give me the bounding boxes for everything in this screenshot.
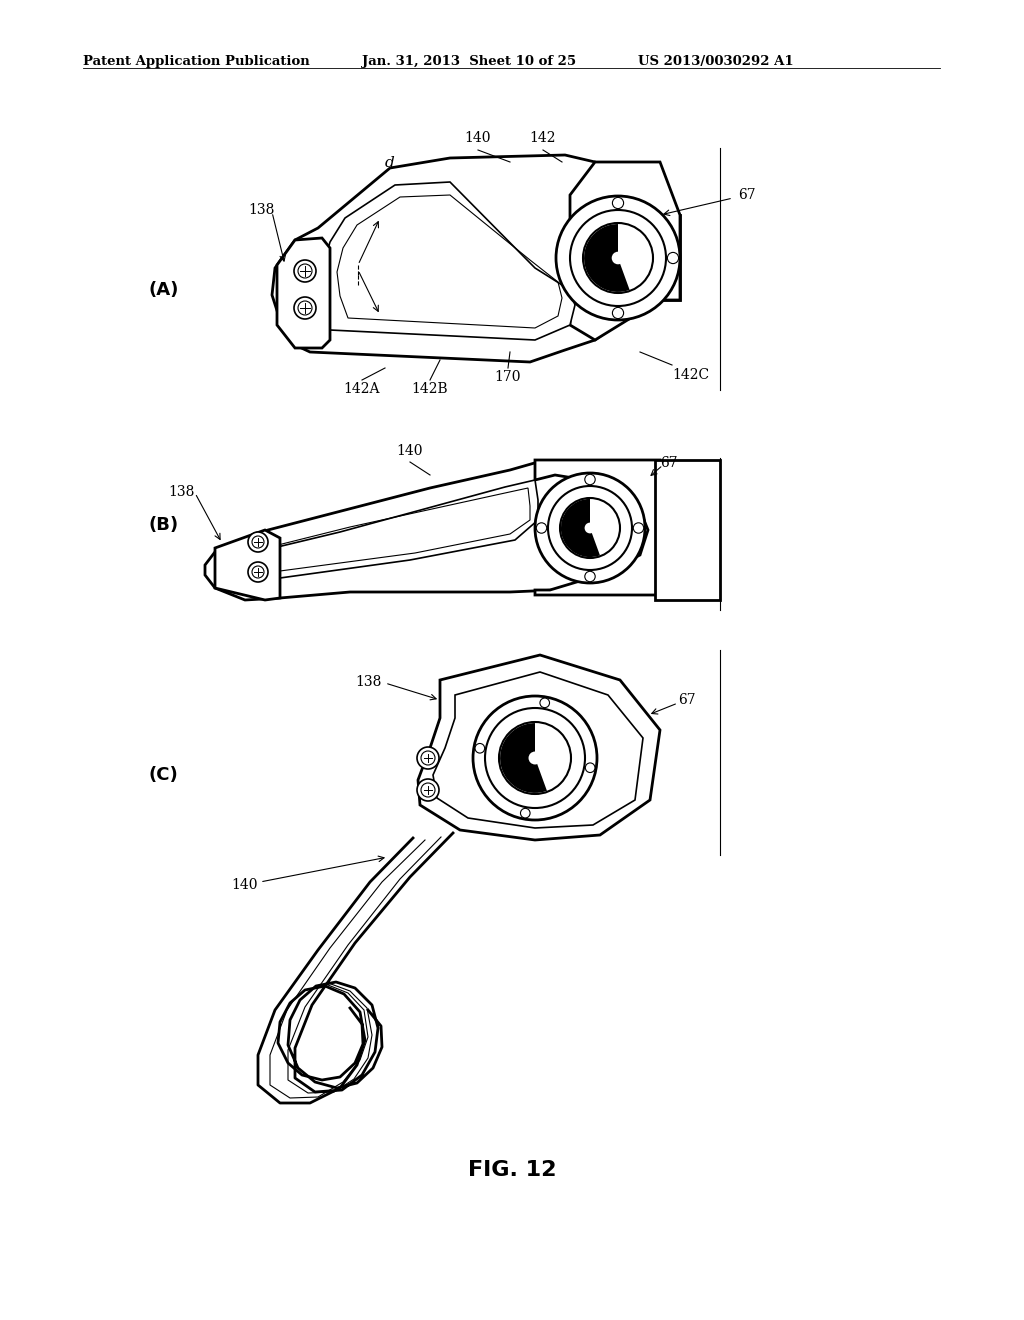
Polygon shape [258, 833, 453, 1104]
Circle shape [548, 486, 632, 570]
Circle shape [537, 523, 547, 533]
Text: 138: 138 [169, 484, 195, 499]
Circle shape [252, 536, 264, 548]
Text: 142B: 142B [412, 381, 449, 396]
Circle shape [298, 264, 312, 279]
Circle shape [528, 751, 542, 764]
Circle shape [570, 210, 666, 306]
Circle shape [556, 195, 680, 319]
Polygon shape [272, 154, 675, 362]
Polygon shape [418, 655, 660, 840]
Polygon shape [535, 459, 660, 595]
Wedge shape [500, 723, 547, 793]
Text: 67: 67 [678, 693, 695, 708]
Circle shape [585, 523, 595, 533]
Polygon shape [278, 238, 330, 348]
Circle shape [611, 252, 625, 264]
Text: 142A: 142A [344, 381, 380, 396]
Text: 140: 140 [396, 444, 423, 458]
Text: 142C: 142C [672, 368, 710, 381]
Circle shape [520, 808, 530, 818]
Circle shape [417, 747, 439, 770]
Text: d: d [385, 156, 395, 170]
Text: US 2013/0030292 A1: US 2013/0030292 A1 [638, 55, 794, 69]
Circle shape [421, 751, 435, 766]
Text: 138: 138 [249, 203, 275, 216]
Circle shape [475, 743, 484, 754]
Circle shape [540, 698, 550, 708]
Circle shape [252, 566, 264, 578]
Circle shape [583, 223, 653, 293]
Text: (B): (B) [148, 516, 178, 535]
Wedge shape [561, 499, 600, 557]
Text: FIG. 12: FIG. 12 [468, 1160, 556, 1180]
Circle shape [585, 572, 595, 582]
Text: (A): (A) [148, 281, 178, 300]
Text: 138: 138 [355, 675, 382, 689]
Circle shape [633, 523, 644, 533]
Polygon shape [234, 480, 538, 582]
Circle shape [586, 763, 595, 772]
Polygon shape [655, 459, 720, 601]
Wedge shape [584, 224, 630, 292]
Circle shape [421, 783, 435, 797]
Polygon shape [570, 162, 680, 341]
Circle shape [585, 474, 595, 484]
Text: 140: 140 [231, 878, 258, 892]
Circle shape [248, 532, 268, 552]
Text: 140: 140 [465, 131, 492, 145]
Text: 67: 67 [660, 455, 678, 470]
Polygon shape [215, 531, 280, 601]
Circle shape [248, 562, 268, 582]
Polygon shape [660, 215, 680, 300]
Circle shape [499, 722, 571, 795]
Circle shape [294, 297, 316, 319]
Circle shape [473, 696, 597, 820]
Circle shape [560, 498, 620, 558]
Polygon shape [322, 182, 575, 341]
Circle shape [417, 779, 439, 801]
Circle shape [485, 708, 585, 808]
Text: 170: 170 [495, 370, 521, 384]
Text: Patent Application Publication: Patent Application Publication [83, 55, 309, 69]
Text: 67: 67 [738, 187, 756, 202]
Circle shape [298, 301, 312, 315]
Polygon shape [205, 462, 658, 601]
Circle shape [535, 473, 645, 583]
Text: (C): (C) [148, 766, 178, 784]
Text: Jan. 31, 2013  Sheet 10 of 25: Jan. 31, 2013 Sheet 10 of 25 [362, 55, 577, 69]
Circle shape [668, 252, 679, 264]
Circle shape [612, 308, 624, 318]
Circle shape [294, 260, 316, 282]
Circle shape [612, 198, 624, 209]
Text: 142: 142 [529, 131, 556, 145]
